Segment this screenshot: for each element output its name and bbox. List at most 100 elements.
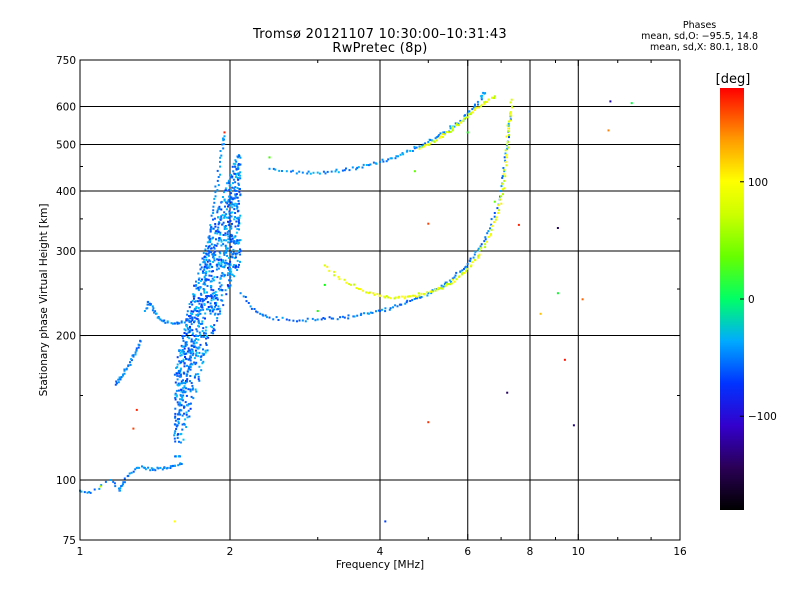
data-point (191, 329, 194, 332)
data-point (228, 188, 231, 191)
data-point (217, 176, 220, 178)
data-point (143, 466, 146, 469)
data-point (435, 139, 438, 142)
data-point (201, 320, 204, 323)
data-point (205, 326, 208, 329)
data-point (177, 420, 180, 423)
data-point (440, 284, 443, 287)
data-point (218, 263, 221, 266)
data-point (180, 367, 182, 370)
data-point (348, 169, 351, 172)
data-point (195, 306, 198, 308)
data-point (197, 288, 200, 291)
data-point (212, 279, 215, 282)
data-point (221, 261, 224, 263)
data-point (210, 285, 212, 287)
data-point (226, 274, 229, 277)
data-point (188, 303, 191, 305)
data-point (191, 354, 194, 357)
data-point (336, 318, 339, 321)
data-point (190, 338, 193, 341)
data-point (213, 259, 216, 262)
data-point (232, 182, 234, 185)
data-point (213, 324, 216, 327)
data-point (220, 294, 223, 297)
data-point (207, 295, 209, 297)
data-point (207, 308, 210, 311)
data-point (245, 300, 248, 303)
data-point (491, 224, 494, 227)
data-point (494, 218, 497, 221)
data-point (119, 489, 121, 492)
x-tick-label: 8 (527, 546, 534, 558)
data-point (231, 175, 234, 178)
data-point (230, 235, 233, 238)
data-point (395, 155, 398, 158)
data-point (239, 193, 242, 196)
data-point (174, 440, 177, 443)
data-point (217, 288, 220, 290)
data-point (219, 173, 222, 176)
data-point (465, 265, 467, 268)
data-point (184, 356, 186, 358)
data-point (206, 349, 209, 352)
data-point (174, 455, 177, 458)
data-point (218, 237, 221, 240)
data-point (202, 354, 205, 356)
data-point (183, 362, 186, 365)
data-point (176, 434, 179, 437)
data-point (235, 173, 238, 175)
data-point (210, 214, 213, 217)
data-point (173, 432, 176, 435)
data-point (338, 278, 341, 281)
data-point (449, 283, 452, 286)
data-point (170, 322, 173, 325)
data-point (212, 236, 215, 239)
data-point (184, 401, 187, 404)
data-point (209, 309, 212, 312)
data-point (234, 242, 237, 245)
data-point (230, 225, 233, 228)
data-point (506, 391, 509, 394)
data-point (216, 298, 219, 301)
data-point (443, 283, 446, 286)
data-point (413, 294, 416, 297)
data-point (206, 296, 208, 299)
data-point (159, 466, 162, 469)
data-point (204, 248, 207, 251)
data-point (630, 102, 633, 105)
data-point (236, 172, 239, 175)
data-point (118, 487, 120, 490)
data-point (236, 259, 239, 262)
data-point (191, 388, 194, 391)
data-point (195, 335, 197, 338)
data-point (212, 227, 215, 230)
data-point (318, 172, 321, 175)
data-point (198, 287, 201, 290)
data-point (166, 466, 169, 469)
data-point (200, 369, 203, 372)
data-point (192, 340, 195, 343)
data-point (180, 398, 183, 401)
data-point (229, 251, 232, 254)
data-point (266, 316, 268, 319)
data-point (237, 224, 240, 227)
data-point (223, 216, 226, 219)
data-point (189, 388, 192, 391)
data-point (556, 227, 559, 229)
data-point (189, 380, 191, 383)
data-point (510, 98, 513, 101)
data-point (213, 201, 216, 204)
data-point (343, 316, 346, 319)
data-point (197, 282, 200, 284)
data-point (191, 384, 194, 387)
data-point (437, 286, 440, 289)
data-point (174, 464, 177, 467)
data-point (236, 252, 239, 255)
data-point (199, 298, 202, 300)
data-point (487, 236, 490, 238)
data-point (199, 343, 202, 346)
data-point (132, 427, 135, 430)
data-point (195, 354, 198, 357)
